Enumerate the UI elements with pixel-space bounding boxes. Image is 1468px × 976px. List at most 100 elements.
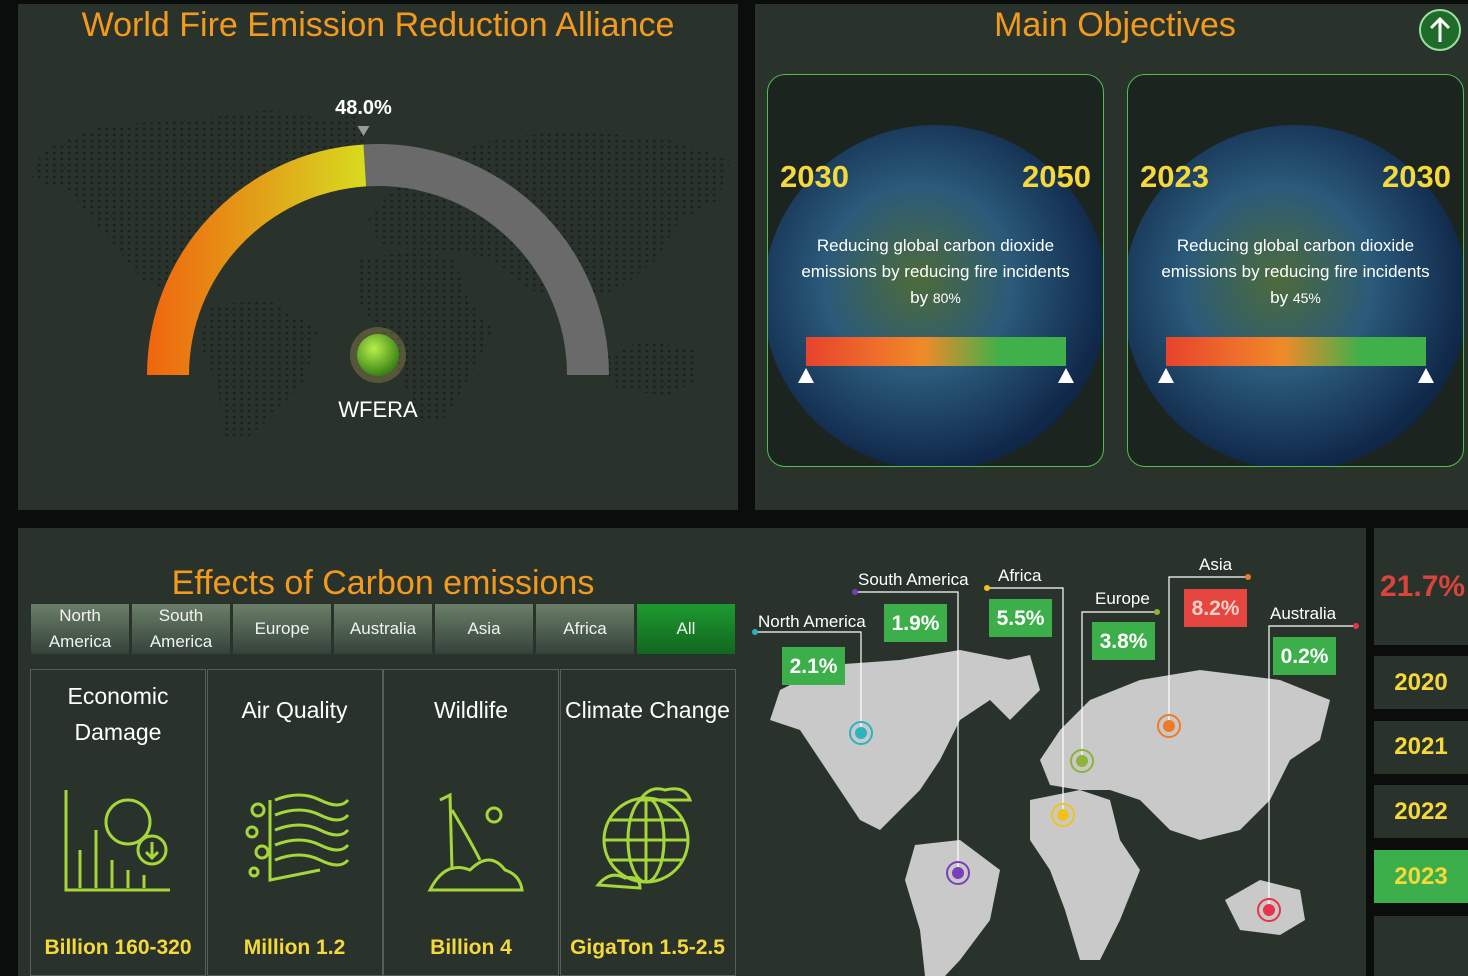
region-tab[interactable]: North America [31,604,129,654]
empty-box [1374,916,1468,976]
year-button[interactable]: 2023 [1374,850,1468,904]
current-box [1374,528,1468,645]
marker-dot [1076,755,1088,767]
connector [755,631,862,733]
end-value: 11.9% [1397,463,1453,466]
objective-sentence: Reducing global carbon dioxide emissions… [1161,236,1430,307]
region-tab[interactable]: All [637,604,735,654]
alliance-title: World Fire Emission Reduction Alliance [81,6,675,44]
value-box [1092,622,1155,660]
objective-percent: 45% [1292,290,1321,306]
region-name: Europe [1095,589,1150,608]
connector [1168,576,1248,726]
end-year: 2030 [1382,159,1451,194]
marker-ring [849,721,873,745]
marker-dot [1057,809,1069,821]
label-dot [1154,609,1160,615]
effect-value: Billion 160-320 [44,936,192,959]
marker-end [1058,368,1074,383]
current-value: 21.7% [1380,570,1466,603]
marker-start [1158,368,1174,383]
objective-card: 2023 2030 Reducing global carbon dioxide e… [1127,74,1464,467]
objective-card: 2030 2050 Reducing global carbon dioxide e… [767,74,1104,467]
gauge: 48.0% [147,97,609,375]
year-button[interactable]: 2022 [1374,785,1468,839]
effect-title: Economic Damage [67,683,169,745]
effect-value: Million 1.2 [243,936,346,959]
connector [855,591,959,873]
start-value: 11.9% [773,463,829,466]
effect-value: GigaTon 1.5-2.5 [570,936,725,959]
progress-bar [806,337,1066,366]
objective-text: Reducing global carbon dioxide emissions… [1158,233,1433,311]
marker-ring [1070,749,1094,773]
map-markers: North America 2.1% South America 1.9% Africa… [752,555,1359,922]
gauge-pointer [357,126,370,136]
region-name: North America [758,612,866,631]
effect-icons [64,787,693,892]
region-name: Australia [1270,604,1337,623]
effect-title: Air Quality [241,697,348,723]
region-value: 1.9% [892,612,940,635]
globe-icon [357,334,399,376]
connector [987,587,1064,815]
objective-text: Reducing global carbon dioxide emissions… [798,233,1073,311]
region-name: Africa [998,566,1042,585]
marker-dot [1263,904,1275,916]
gauge-track [363,144,609,375]
year-button[interactable]: 2021 [1374,720,1468,774]
marker-start [798,368,814,383]
marker-dot [855,727,867,739]
label-dot [1353,623,1359,629]
value-box [1184,589,1247,627]
region-value: 0.2% [1281,645,1329,668]
effects-title: Effects of Carbon emissions [171,564,595,602]
region-value: 8.2% [1192,597,1240,620]
gauge-label: 48.0% [335,97,392,119]
gauge-fill [147,144,367,375]
value-box [1273,637,1336,675]
region-tab[interactable]: Australia [334,604,432,654]
region-tab[interactable]: Asia [435,604,533,654]
globe [1128,125,1463,466]
marker-end [1418,368,1434,383]
region-value: 2.1% [790,655,838,678]
marker-ring [1257,898,1281,922]
region-value: 3.8% [1100,630,1148,653]
region-value: 5.5% [997,607,1045,630]
value-box [989,599,1052,637]
year-button[interactable]: 2020 [1374,656,1468,709]
region-tab[interactable]: South America [132,604,230,654]
objective-percent: 80% [932,290,961,306]
region-tab[interactable]: Africa [536,604,634,654]
globe [768,125,1103,466]
label-dot [984,585,990,591]
end-value: 2.4% [1047,463,1093,466]
progress-bar [1166,337,1426,366]
up-button[interactable] [1419,9,1461,51]
world-map [770,650,1330,976]
center-label: WFERA [338,397,418,422]
start-year: 2023 [1140,159,1209,194]
region-tab[interactable]: Europe [233,604,331,654]
region-name: Asia [1199,555,1233,574]
effect-title: Climate Change [565,697,730,723]
effect-title: Wildlife [433,697,509,723]
marker-ring [1157,714,1181,738]
effect-value: Billion 4 [430,936,512,959]
marker-dot [1163,720,1175,732]
region-name: South America [858,570,969,589]
value-box [782,647,845,685]
value-box [884,604,947,642]
objectives-title: Main Objectives [994,6,1236,44]
objective-sentence: Reducing global carbon dioxide emissions… [801,236,1070,307]
connector [1268,625,1356,910]
marker-ring [946,861,970,885]
label-dot [1245,574,1251,580]
marker-dot [952,867,964,879]
end-year: 2050 [1022,159,1091,194]
marker-ring [1051,803,1075,827]
start-value: 21.7% [1133,463,1190,466]
start-year: 2030 [780,159,849,194]
